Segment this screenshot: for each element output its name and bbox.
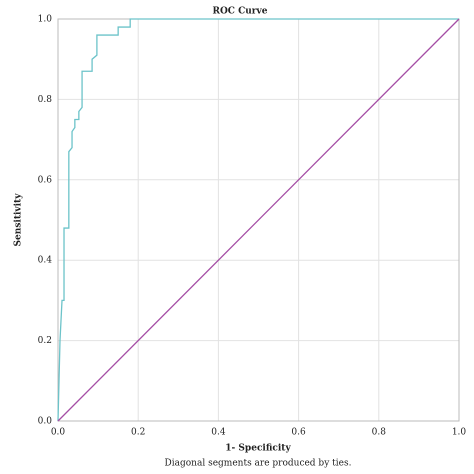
y-tick-label: 0.0 <box>38 417 53 427</box>
roc-line <box>57 18 460 422</box>
y-tick-label: 0.4 <box>38 256 53 266</box>
x-tick-label: 1.0 <box>452 428 467 438</box>
x-tick-label: 0.8 <box>372 428 387 438</box>
x-tick-label: 0.2 <box>131 428 145 438</box>
y-tick-label: 0.8 <box>38 95 53 105</box>
note: Diagonal segments are produced by ties. <box>165 459 352 469</box>
x-tick-label: 0.4 <box>211 428 226 438</box>
y-tick-label: 0.6 <box>38 175 53 185</box>
x-tick-label: 0.6 <box>291 428 306 438</box>
y-tick-label: 1.0 <box>38 15 53 25</box>
y-tick-label: 0.2 <box>38 336 52 346</box>
chart-title: ROC Curve <box>212 7 267 17</box>
roc-line <box>57 18 459 422</box>
x-axis-label: 1- Specificity <box>225 444 291 454</box>
y-axis-label: Sensitivity <box>14 193 24 247</box>
x-tick-label: 0.0 <box>51 428 66 438</box>
